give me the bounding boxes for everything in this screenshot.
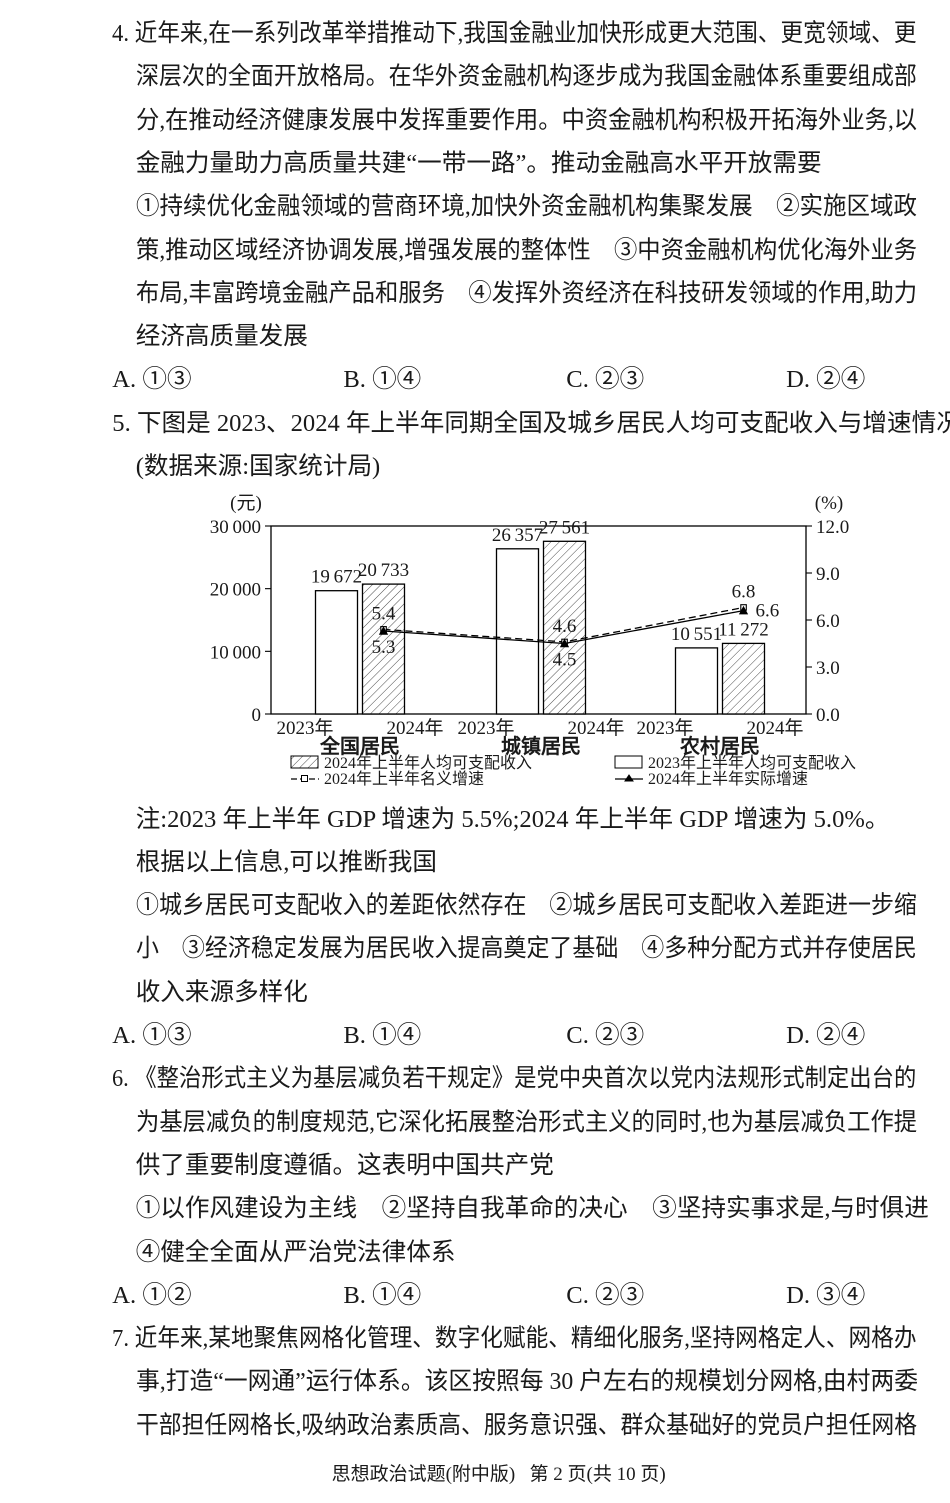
svg-text:2023年上半年人均可支配收入: 2023年上半年人均可支配收入: [648, 754, 856, 772]
svg-text:5.3: 5.3: [372, 637, 396, 658]
svg-text:4.6: 4.6: [553, 616, 577, 637]
svg-text:6.8: 6.8: [732, 582, 756, 603]
svg-text:12.0: 12.0: [816, 517, 849, 538]
svg-text:20 000: 20 000: [210, 580, 261, 601]
svg-text:27 561: 27 561: [539, 517, 590, 538]
svg-text:6.6: 6.6: [756, 601, 780, 622]
svg-text:2024年上半年人均可支配收入: 2024年上半年人均可支配收入: [324, 754, 532, 772]
svg-text:10 000: 10 000: [210, 642, 261, 663]
svg-text:26 357: 26 357: [492, 525, 543, 546]
svg-text:10 551: 10 551: [671, 624, 722, 645]
svg-text:2024年上半年名义增速: 2024年上半年名义增速: [324, 770, 484, 788]
svg-text:0: 0: [252, 705, 262, 726]
svg-text:(%): (%): [815, 493, 843, 514]
svg-text:3.0: 3.0: [816, 658, 840, 679]
svg-text:30 000: 30 000: [210, 517, 261, 538]
svg-text:20 733: 20 733: [358, 560, 409, 581]
svg-text:19 672: 19 672: [311, 567, 362, 588]
svg-text:(元): (元): [230, 493, 262, 514]
svg-text:11 272: 11 272: [718, 619, 769, 640]
svg-text:9.0: 9.0: [816, 564, 840, 585]
svg-text:4.5: 4.5: [553, 650, 577, 671]
svg-text:2024年上半年实际增速: 2024年上半年实际增速: [648, 770, 808, 788]
svg-text:0.0: 0.0: [816, 705, 840, 726]
svg-text:5.4: 5.4: [372, 603, 396, 624]
svg-text:6.0: 6.0: [816, 611, 840, 632]
